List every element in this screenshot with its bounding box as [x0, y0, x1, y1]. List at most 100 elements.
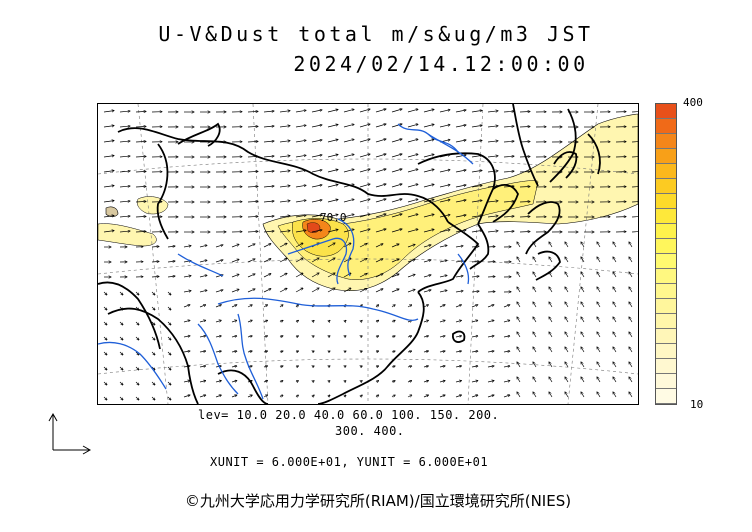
wind-vector	[311, 230, 322, 233]
wind-vector	[199, 320, 206, 323]
wind-vector	[119, 231, 130, 232]
wind-vector	[407, 199, 418, 203]
wind-vector	[199, 290, 207, 293]
wind-vector	[247, 216, 258, 217]
wind-vector	[533, 392, 537, 398]
wind-vector	[279, 273, 287, 278]
colorbar-segment	[656, 314, 676, 329]
wind-vector	[327, 170, 338, 173]
map-svg: 70.0	[98, 104, 638, 404]
wind-vector	[312, 336, 314, 337]
wind-vector	[103, 366, 107, 370]
wind-vector	[375, 214, 386, 218]
wind-vector	[407, 366, 412, 367]
wind-vector	[487, 351, 494, 352]
wind-vector	[439, 320, 445, 322]
wind-vector	[103, 141, 114, 143]
wind-vector	[279, 258, 287, 263]
wind-vector	[391, 214, 402, 218]
wind-vector	[151, 381, 155, 385]
wind-vector	[103, 381, 107, 385]
wind-vector	[517, 272, 521, 278]
wind-vector	[487, 320, 494, 323]
wind-vector	[167, 261, 175, 262]
wind-vector	[167, 381, 171, 385]
wind-vector	[629, 257, 633, 263]
wind-vector	[103, 171, 114, 173]
wind-vector	[279, 126, 290, 127]
wind-vector	[296, 381, 299, 382]
wind-vector	[135, 141, 146, 142]
wind-vector	[487, 381, 494, 382]
wind-vector	[549, 362, 553, 368]
wind-vector	[103, 231, 114, 233]
wind-vector	[613, 347, 617, 353]
wind-vector	[439, 110, 450, 113]
wind-vector	[311, 170, 322, 173]
wind-vector	[344, 336, 346, 337]
wind-vector	[423, 260, 431, 263]
wind-vector	[439, 366, 445, 367]
wind-vector	[328, 366, 330, 367]
wind-vector	[471, 261, 479, 262]
wind-vector	[439, 200, 450, 203]
wind-vector	[629, 347, 633, 353]
wind-vector	[597, 362, 601, 368]
wind-vector	[167, 246, 175, 247]
wind-vector	[407, 274, 415, 278]
wind-vector	[549, 242, 553, 248]
wind-vector	[151, 321, 155, 325]
wind-vector	[455, 185, 466, 188]
wind-vector	[343, 199, 354, 203]
wind-vector	[375, 381, 379, 382]
wind-vector	[613, 287, 617, 293]
wind-vector	[423, 109, 434, 113]
wind-vector	[391, 395, 395, 397]
wind-vector	[407, 259, 415, 263]
wind-vector	[343, 109, 354, 113]
wind-vector	[533, 377, 537, 383]
colorbar-segment	[656, 299, 676, 314]
colorbar-segment	[656, 104, 676, 119]
wind-vector	[375, 109, 386, 113]
wind-vector	[263, 244, 271, 248]
wind-vector	[103, 396, 107, 400]
wind-vector	[455, 125, 466, 128]
wind-vector	[295, 273, 303, 278]
wind-vector	[439, 336, 445, 337]
wind-vector	[597, 377, 601, 383]
wind-vector	[296, 366, 299, 367]
wind-vector	[263, 111, 274, 112]
wind-vector	[423, 381, 429, 382]
map-panel: 70.0	[97, 103, 639, 405]
wind-vector	[135, 201, 146, 202]
wind-vector	[119, 291, 123, 295]
title-variable: U-V&Dust total m/s&ug/m3 JST	[158, 22, 594, 46]
wind-vector	[327, 140, 338, 143]
wind-vector	[581, 242, 585, 248]
wind-vector	[279, 156, 290, 157]
wind-vector	[487, 366, 494, 367]
contour-label: 70.0	[320, 211, 347, 224]
wind-vector	[231, 305, 237, 308]
wind-vector	[167, 351, 171, 355]
wind-vector	[455, 305, 462, 308]
wind-vector	[231, 289, 239, 293]
wind-vector	[613, 317, 617, 323]
wind-vector	[183, 291, 191, 292]
wind-vector	[503, 351, 510, 352]
wind-vector	[359, 154, 370, 158]
wind-vector	[375, 289, 383, 293]
wind-vector	[391, 199, 402, 203]
wind-vector	[215, 245, 223, 248]
wind-vector	[439, 125, 450, 128]
wind-vector	[629, 242, 633, 248]
wind-vector	[311, 155, 322, 158]
wind-vector	[581, 257, 585, 263]
wind-vector	[327, 288, 335, 293]
wind-vector	[327, 200, 338, 203]
wind-vector	[231, 320, 237, 322]
contour-levels-line1: lev= 10.0 20.0 40.0 60.0 100. 150. 200.	[198, 408, 500, 422]
wind-vector	[471, 291, 479, 292]
wind-vector	[360, 395, 362, 397]
